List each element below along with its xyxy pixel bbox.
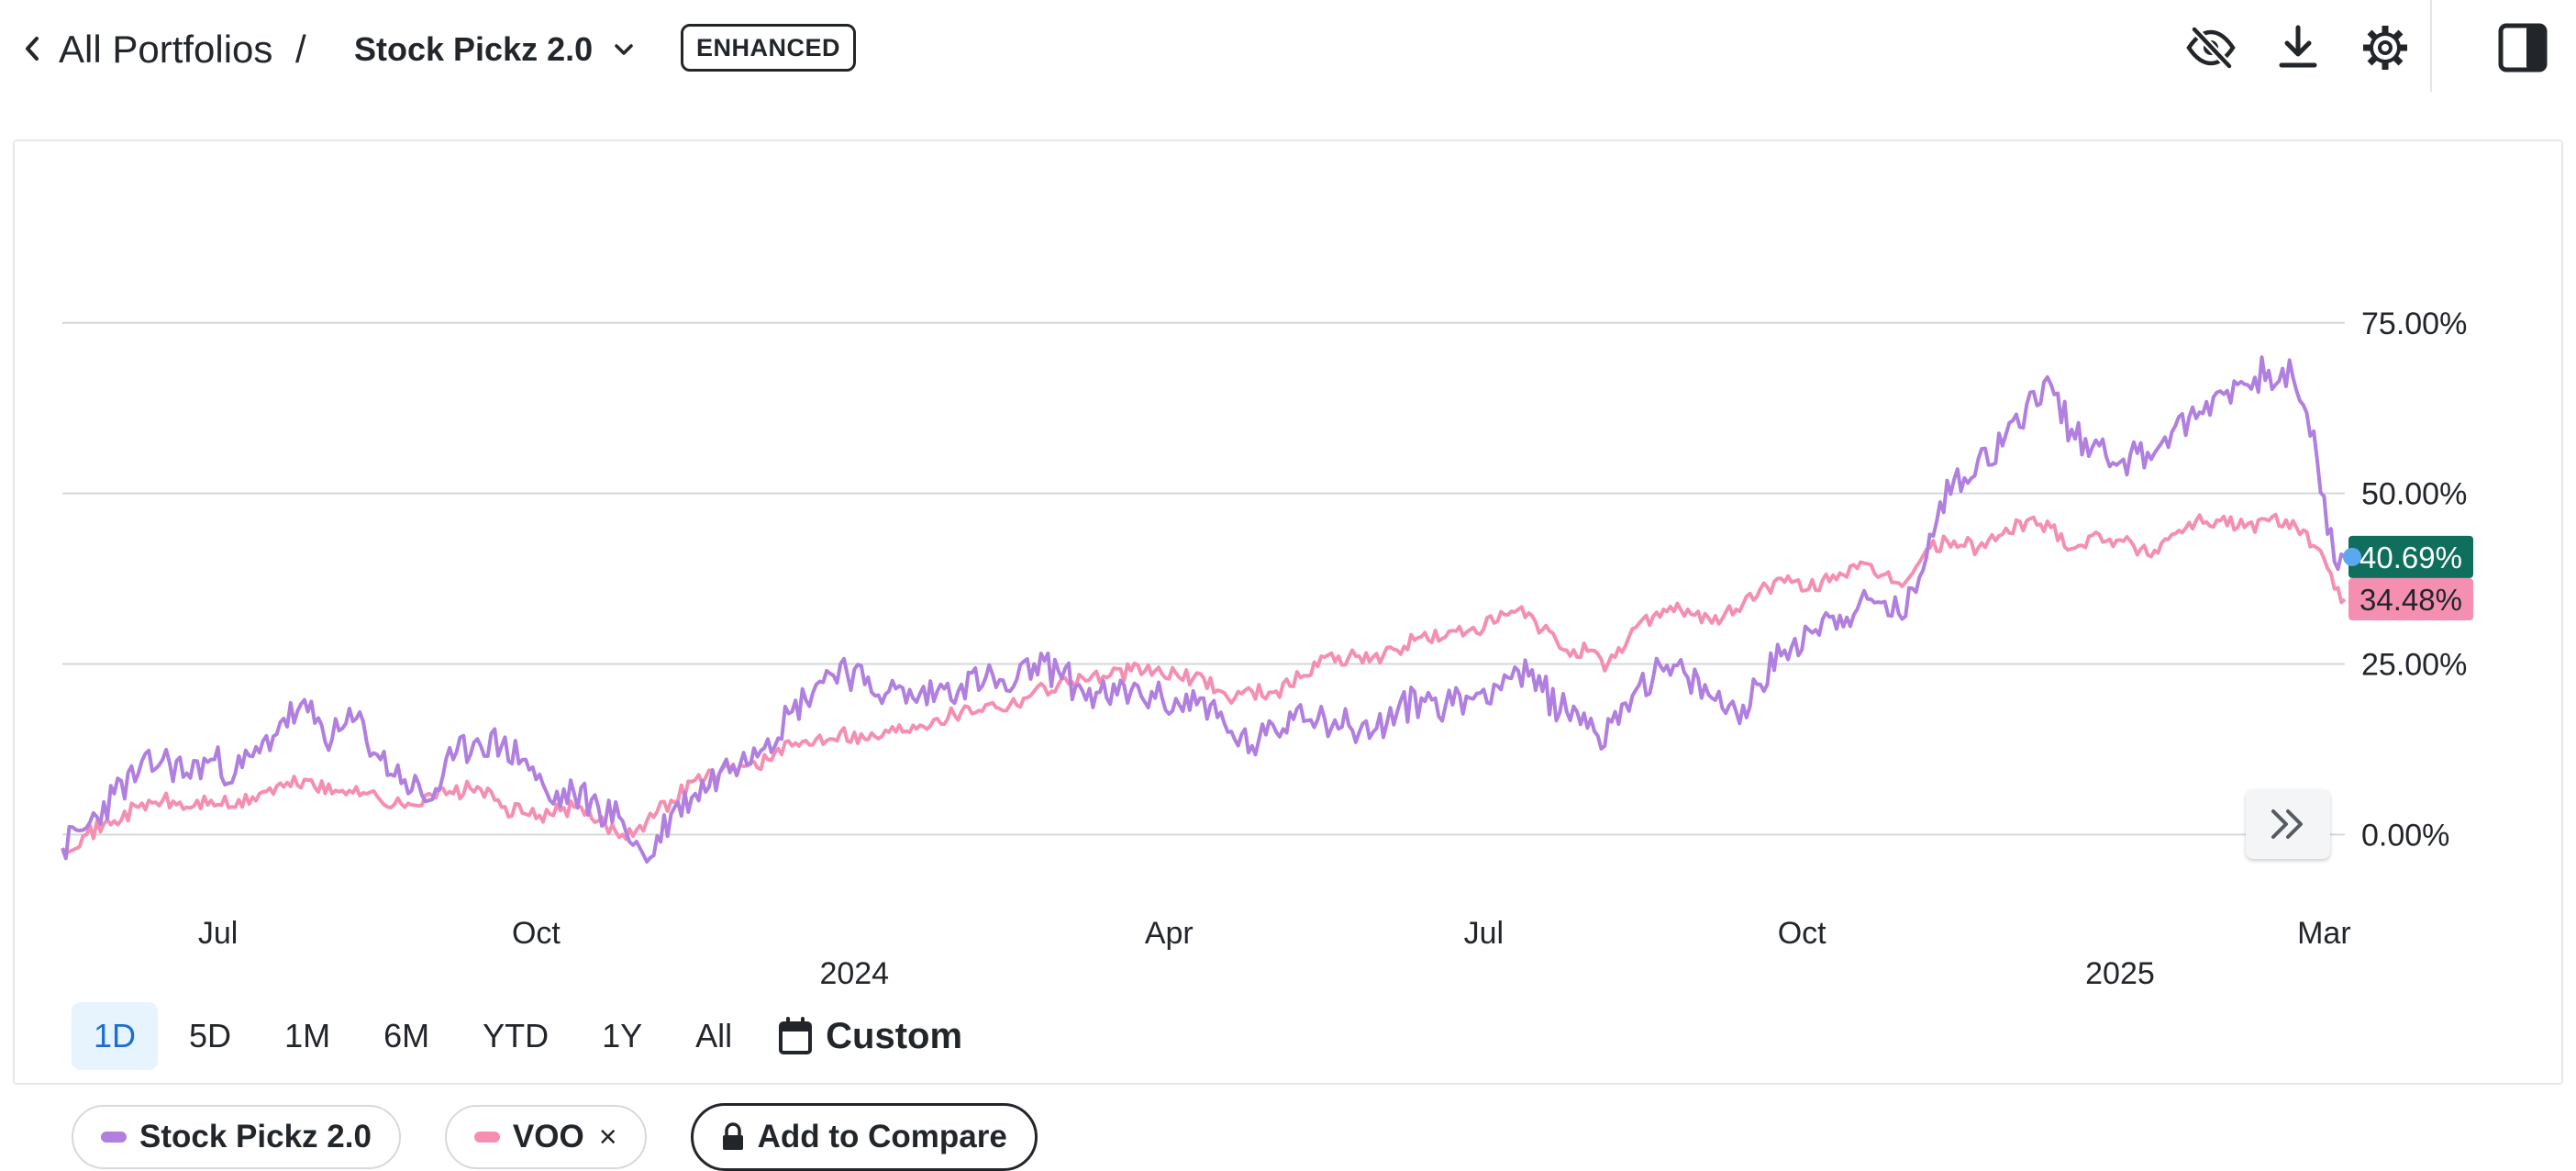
portfolio-line (61, 355, 2347, 864)
chart-card: Jul Oct Apr Jul Oct Mar 2024 2025 34.48% 40.69% … (13, 139, 2563, 1171)
y-tick-label: 25.00% (2361, 648, 2467, 683)
lock-icon (722, 1122, 743, 1150)
range-1m-button[interactable]: 1M (284, 1017, 331, 1054)
range-6m-button[interactable]: 6M (383, 1017, 430, 1054)
legend-chip-benchmark[interactable]: VOO × (444, 1105, 647, 1169)
portfolio-value-badge (2348, 535, 2473, 578)
y-tick-label: 75.00% (2361, 307, 2467, 341)
x-tick-label: Oct (512, 916, 561, 951)
legend-chips: Stock Pickz 2.0 VOO × Add to Compare (72, 1103, 1038, 1171)
x-tick-label: Apr (1145, 916, 1194, 951)
eye-off-icon[interactable] (2183, 20, 2238, 75)
side-panel-icon[interactable] (2495, 20, 2550, 75)
breadcrumb-all-portfolios[interactable]: All Portfolios (59, 28, 273, 71)
back-chevron-icon[interactable] (20, 33, 44, 64)
scroll-to-latest-button[interactable] (2246, 789, 2330, 859)
portfolio-selector[interactable]: Stock Pickz 2.0 (354, 26, 635, 73)
calendar-icon (779, 1017, 813, 1054)
y-tick-label: 50.00% (2361, 477, 2467, 512)
breadcrumb-separator: / (295, 28, 306, 71)
series (61, 355, 2347, 864)
benchmark-swatch (473, 1132, 500, 1143)
x-tick-label: Mar (2297, 916, 2351, 951)
benchmark-value-label: 34.48% (2359, 583, 2462, 617)
custom-range-button[interactable]: Custom (763, 1016, 962, 1057)
range-all-button[interactable]: All (695, 1017, 733, 1054)
enhanced-badge: ENHANCED (681, 24, 857, 72)
top-bar: All Portfolios / Stock Pickz 2.0 ENHANCE… (0, 0, 2576, 99)
double-chevron-right-icon (2271, 809, 2303, 839)
range-ytd-button[interactable]: YTD (483, 1017, 550, 1054)
range-1y-button[interactable]: 1Y (602, 1017, 643, 1054)
add-to-compare-button[interactable]: Add to Compare (690, 1103, 1038, 1171)
y-axis: 0.00% 25.00% 50.00% 75.00% (2361, 307, 2467, 853)
y-tick-label: 0.00% (2361, 818, 2449, 853)
x-year-label: 2024 (819, 956, 889, 991)
remove-benchmark-icon[interactable]: × (598, 1119, 617, 1154)
add-to-compare-label: Add to Compare (757, 1119, 1007, 1154)
portfolio-name: Stock Pickz 2.0 (354, 30, 594, 68)
legend-portfolio-label: Stock Pickz 2.0 (139, 1119, 372, 1154)
range-1d-button[interactable]: 1D (72, 1002, 159, 1070)
hover-point (2343, 547, 2361, 566)
toolbar-divider (2430, 0, 2432, 92)
grid (62, 321, 2345, 836)
benchmark-value-badge (2348, 578, 2473, 621)
portfolio-swatch (101, 1132, 127, 1143)
range-5d-button[interactable]: 5D (189, 1017, 232, 1054)
chevron-down-icon (615, 44, 633, 55)
portfolio-value-label: 40.69% (2359, 541, 2462, 574)
legend-chip-portfolio[interactable]: Stock Pickz 2.0 (72, 1105, 401, 1169)
x-tick-label: Jul (1464, 916, 1504, 951)
custom-range-label: Custom (826, 1015, 963, 1056)
x-tick-label: Jul (198, 916, 238, 951)
x-axis: Jul Oct Apr Jul Oct Mar 2024 2025 (198, 916, 2351, 991)
gear-icon[interactable] (2358, 20, 2413, 75)
legend-benchmark-label: VOO (512, 1119, 584, 1154)
x-tick-label: Oct (1778, 916, 1827, 951)
benchmark-line (61, 512, 2347, 856)
x-year-label: 2025 (2085, 956, 2155, 991)
download-icon[interactable] (2271, 20, 2326, 75)
end-markers: 34.48% 40.69% (2343, 535, 2473, 621)
time-range-selector: 1D 5D 1M 6M YTD 1Y All Custom (72, 1002, 962, 1070)
